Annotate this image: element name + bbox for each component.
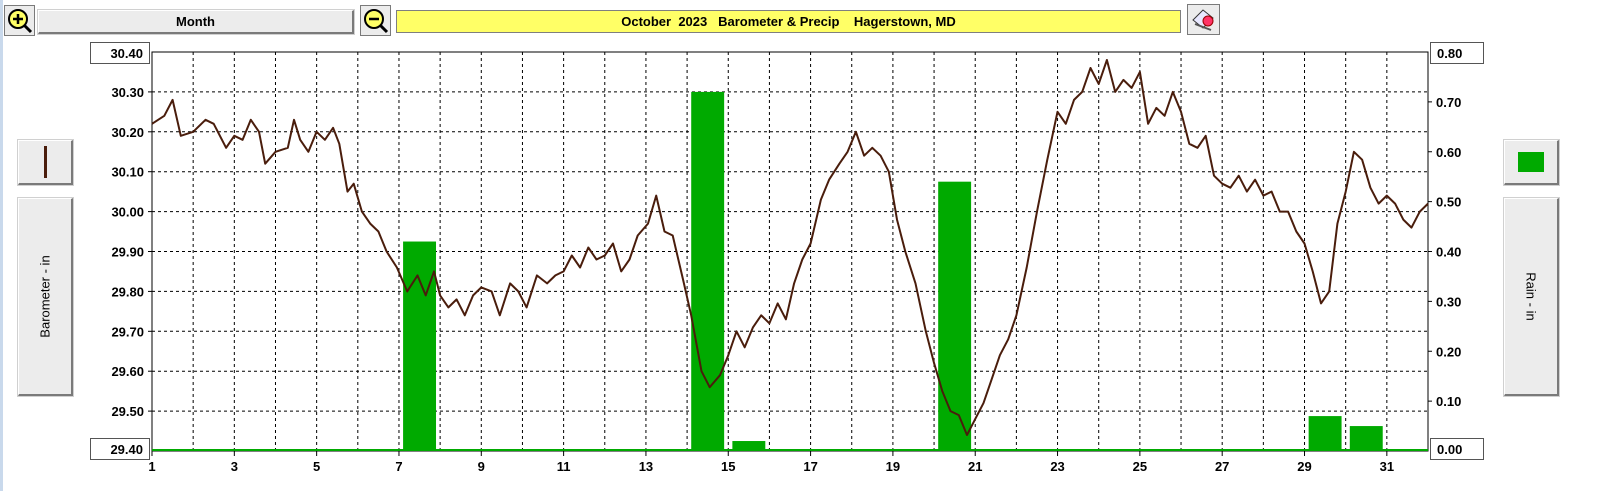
x-axis-tick-label: 25 [1133,459,1147,474]
rain-bar [1308,416,1342,451]
window-edge [0,0,3,491]
x-axis-tick-label: 15 [721,459,735,474]
left-axis-tick-label: 30.10 [111,165,144,180]
rain-swatch [1518,152,1544,172]
right-axis-tick-label: 0.20 [1436,344,1461,359]
x-axis-tick-label: 3 [231,459,238,474]
x-axis-tick-label: 9 [478,459,485,474]
print-button[interactable] [1187,4,1220,35]
x-axis-tick-label: 17 [803,459,817,474]
x-axis-tick-label: 11 [557,459,571,474]
right-axis-tick-label: 0.60 [1436,145,1461,160]
zoom-out-button[interactable] [360,5,391,36]
barometer-swatch [43,146,47,178]
barometer-axis-button[interactable]: Barometer - in [18,198,73,396]
x-axis-tick-label: 23 [1050,459,1064,474]
rain-axis-label: Rain - in [1523,272,1539,321]
x-axis-tick-label: 21 [968,459,982,474]
rain-bar [732,441,766,451]
zoom-out-icon [360,5,391,36]
rain-bottom-value: 0.00 [1430,438,1484,460]
right-axis-tick-label: 0.30 [1436,294,1461,309]
plot-area [151,51,1429,452]
left-axis-tick-label: 30.00 [111,205,144,220]
rain-series-button[interactable] [1504,140,1559,185]
zoom-in-icon [4,5,35,36]
x-axis-tick-label: 1 [148,459,155,474]
left-axis-tick-label: 29.70 [111,324,144,339]
period-button[interactable]: Month [38,10,354,34]
printer-icon [1187,4,1220,35]
x-axis-tick-label: 19 [886,459,900,474]
rain-bar [938,181,972,452]
rain-top-value: 0.80 [1430,42,1484,64]
x-axis-tick-label: 7 [395,459,402,474]
barometer-line [151,59,1429,436]
x-axis-tick-label: 29 [1297,459,1311,474]
barometer-bottom-value: 29.40 [90,438,150,460]
barometer-top-value: 30.40 [90,42,150,64]
right-axis-tick-label: 0.10 [1436,394,1461,409]
left-axis-tick-label: 29.50 [111,404,144,419]
x-axis-tick-label: 27 [1215,459,1229,474]
rain-bar [1349,426,1383,451]
x-axis-tick-label: 5 [313,459,320,474]
left-axis-tick-label: 30.20 [111,125,144,140]
right-axis-tick-label: 0.40 [1436,245,1461,260]
x-axis-tick-label: 31 [1380,459,1394,474]
left-axis-tick-label: 30.30 [111,85,144,100]
left-axis-tick-label: 29.90 [111,245,144,260]
rain-bar [403,241,437,451]
period-label: Month [176,14,215,29]
zoom-in-button[interactable] [4,5,35,36]
x-axis-tick-label: 13 [639,459,653,474]
left-axis-tick-label: 29.80 [111,284,144,299]
barometer-series-button[interactable] [18,140,73,185]
chart-title: October 2023 Barometer & Precip Hagersto… [396,10,1181,33]
left-axis-tick-label: 29.60 [111,364,144,379]
right-axis-tick-label: 0.50 [1436,195,1461,210]
rain-axis-button[interactable]: Rain - in [1504,198,1559,396]
barometer-axis-label: Barometer - in [37,255,53,338]
rain-bar [691,91,725,452]
right-axis-tick-label: 0.70 [1436,95,1461,110]
